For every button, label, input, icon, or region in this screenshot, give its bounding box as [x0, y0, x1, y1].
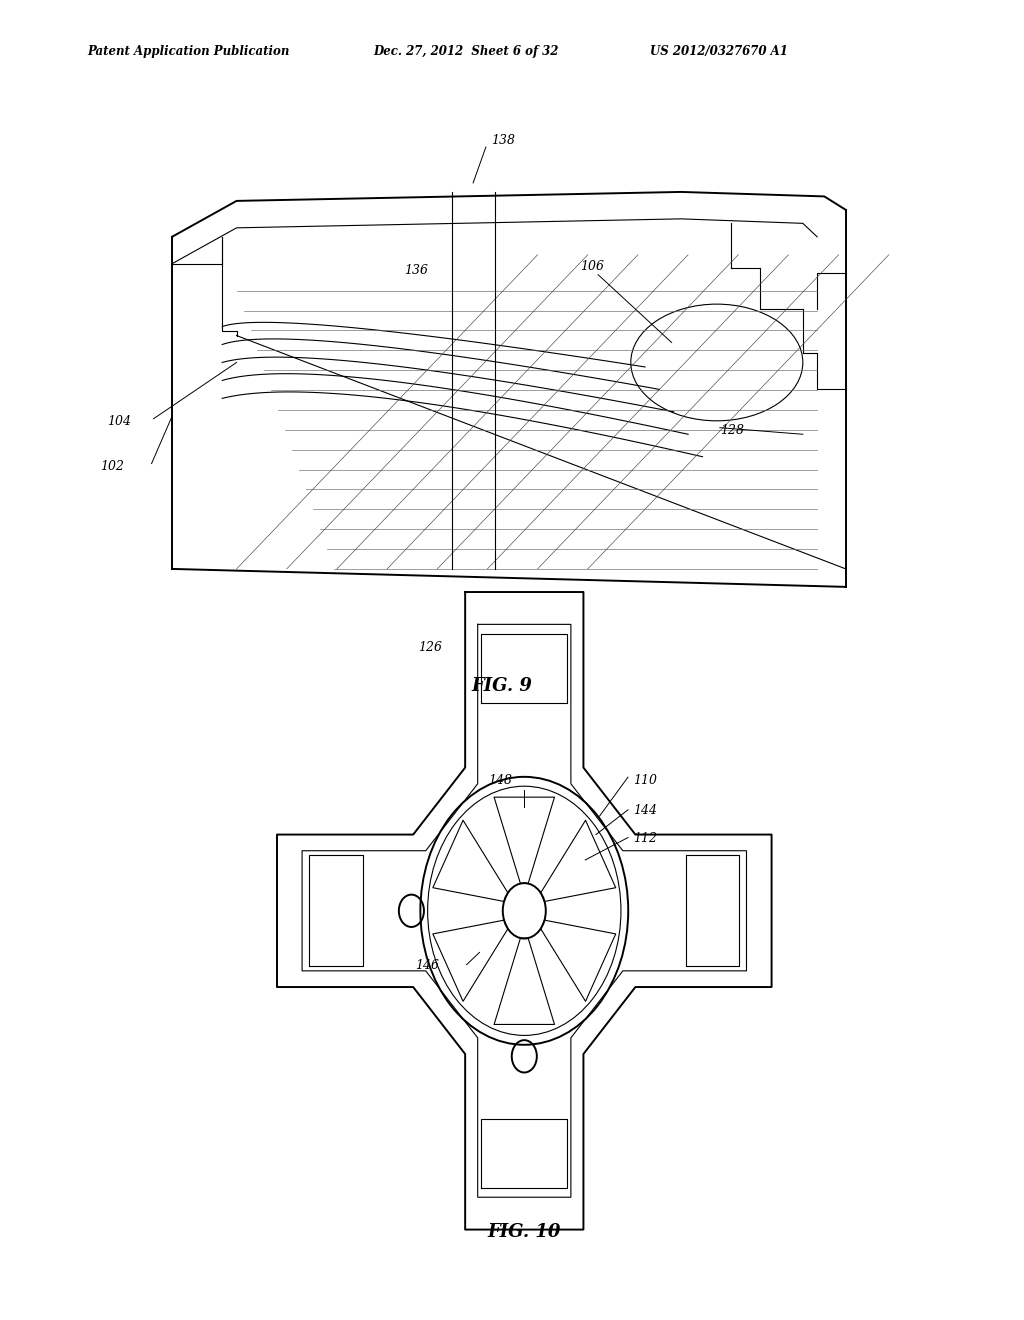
Text: US 2012/0327670 A1: US 2012/0327670 A1 [650, 45, 788, 58]
Text: 144: 144 [633, 804, 657, 817]
Text: 102: 102 [100, 461, 124, 473]
Text: 126: 126 [418, 640, 442, 653]
Text: 146: 146 [416, 958, 439, 972]
Text: 112: 112 [633, 832, 657, 845]
Text: 128: 128 [720, 424, 743, 437]
Text: 148: 148 [488, 774, 512, 787]
Text: 106: 106 [581, 260, 604, 273]
Text: Patent Application Publication: Patent Application Publication [87, 45, 290, 58]
Text: FIG. 9: FIG. 9 [471, 677, 532, 694]
Text: 104: 104 [108, 416, 131, 428]
Text: FIG. 10: FIG. 10 [487, 1222, 561, 1241]
Text: 138: 138 [492, 135, 515, 147]
Text: 136: 136 [403, 264, 428, 277]
Text: Dec. 27, 2012  Sheet 6 of 32: Dec. 27, 2012 Sheet 6 of 32 [374, 45, 559, 58]
Text: 110: 110 [633, 774, 657, 787]
